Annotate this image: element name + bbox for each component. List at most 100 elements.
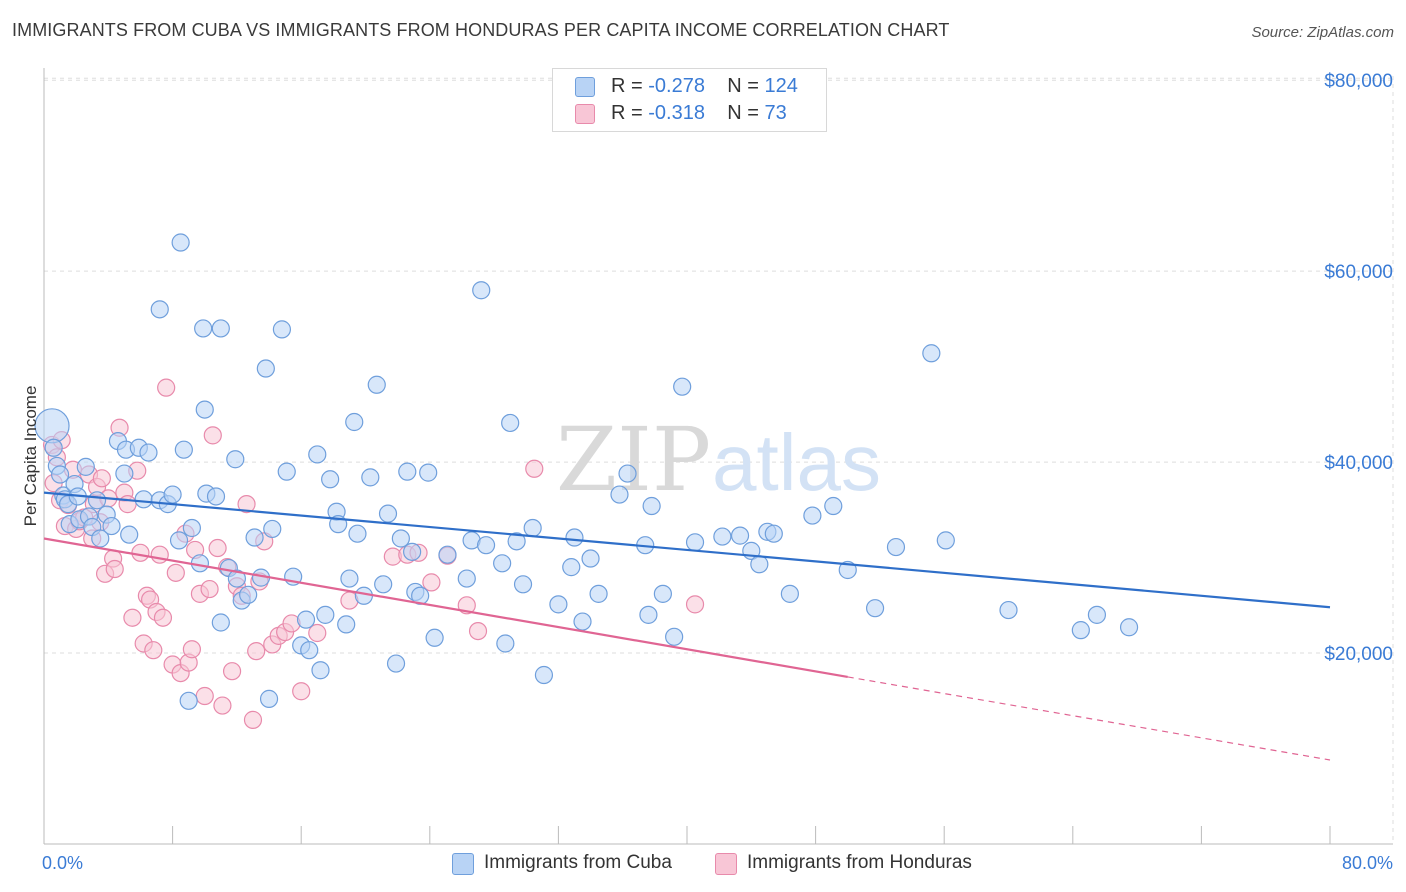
point-cuba [398,462,417,481]
point-cuba [163,485,182,504]
point-cuba [685,533,705,552]
point-cuba [256,359,275,378]
point-cuba [764,524,783,543]
legend-r-label: R = [611,102,643,124]
point-honduras [422,573,441,592]
watermark-atlas: atlas [712,418,881,507]
point-cuba [803,506,822,525]
point-cuba [259,689,279,708]
point-cuba [354,586,373,605]
point-cuba [999,600,1018,620]
point-honduras [182,640,201,659]
tick-labels: $20,000 $40,000 $60,000 $80,000 0.0% 80.0% [42,71,1393,873]
point-cuba [195,400,214,419]
point-cuba [886,537,906,557]
point-cuba [361,468,380,487]
point-honduras [292,682,311,701]
point-cuba [507,532,526,551]
point-cuba [493,554,512,573]
point-honduras [131,543,150,562]
point-cuba [194,319,213,338]
legend-n-label: N = [727,75,759,97]
point-cuba [1087,605,1107,624]
point-cuba [513,575,533,594]
point-cuba [618,464,637,483]
point-cuba [311,661,330,680]
point-cuba [653,584,672,603]
point-cuba [610,485,629,504]
point-cuba [750,555,769,574]
legend-n-value-cuba: 124 [764,75,798,97]
point-honduras [157,378,176,397]
point-cuba [922,344,941,363]
point-cuba [44,438,63,457]
point-cuba [211,613,230,632]
point-cuba [438,545,457,564]
stats-legend: R = -0.278 N = 124 R = -0.318 N = 73 [552,68,827,132]
point-cuba [348,524,367,543]
point-cuba [91,529,110,548]
point-cuba [419,463,438,482]
point-cuba [211,319,230,338]
point-cuba [665,627,684,646]
point-cuba [263,519,282,539]
point-honduras [237,495,256,514]
point-cuba [534,665,554,685]
point-honduras [213,696,232,715]
point-cuba [496,634,515,653]
point-honduras [166,563,185,582]
point-honduras [123,608,142,627]
point-honduras [247,642,266,661]
point-honduras [92,469,111,488]
point-cuba [277,462,296,481]
y-tick-label: $60,000 [1324,262,1393,283]
legend-r-value-cuba: -0.278 [648,75,705,97]
point-honduras [200,579,219,599]
point-cuba [865,599,885,618]
point-cuba [642,496,661,516]
y-tick-label: $40,000 [1324,453,1393,474]
point-cuba [549,595,568,614]
point-cuba [936,531,955,550]
point-cuba [391,529,410,548]
point-cuba [501,413,520,433]
point-cuba [245,528,264,547]
legend-r-label: R = [611,75,643,97]
point-honduras [685,595,705,614]
point-cuba [573,612,592,631]
legend-swatch-cuba [575,77,595,97]
trend-line-honduras-extension [847,676,1331,761]
point-cuba [308,445,327,464]
point-cuba [639,605,658,624]
point-cuba [824,496,843,516]
point-cuba [150,300,169,319]
point-honduras [243,710,263,729]
point-honduras [118,495,137,514]
legend-n-value-honduras: 73 [764,102,787,124]
point-cuba [87,491,107,510]
y-tick-label: $20,000 [1324,644,1393,665]
point-cuba [345,412,364,432]
point-cuba [139,443,158,462]
legend-text-cuba: R = -0.278 N = 124 [611,75,798,98]
legend-swatch-honduras [575,104,595,124]
bottom-legend-swatch-cuba [452,853,474,875]
point-cuba [115,464,134,483]
point-cuba [457,569,476,588]
point-honduras [150,545,169,564]
point-cuba [713,527,732,546]
point-cuba [34,408,70,444]
point-cuba [169,531,189,550]
point-cuba [589,584,608,603]
y-axis-title: Per Capita Income [21,386,40,527]
bottom-legend-swatch-honduras [715,853,737,875]
point-cuba [523,518,542,538]
legend-text-honduras: R = -0.318 N = 73 [611,102,787,125]
x-tick-label-max: 80.0% [1342,853,1393,873]
point-cuba [340,569,359,588]
point-honduras [308,623,327,643]
point-honduras [105,559,124,579]
point-cuba [565,528,584,547]
point-cuba [76,457,95,476]
